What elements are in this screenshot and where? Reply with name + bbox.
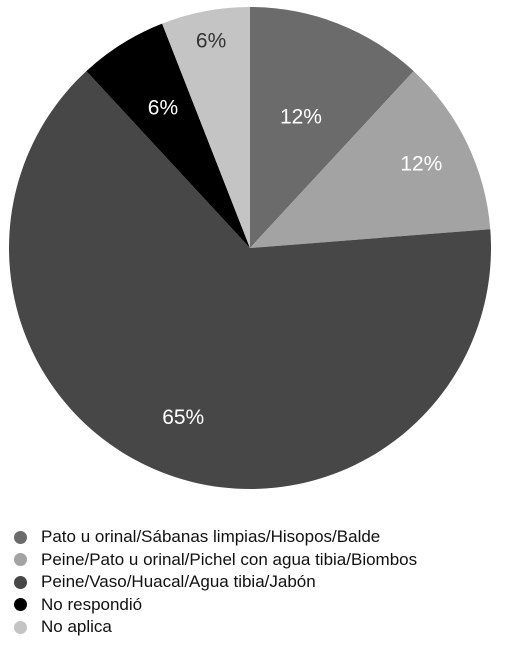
- pie-slice-1: [250, 7, 414, 248]
- pie-chart: 12% 12% 65% 6% 6%: [8, 7, 491, 490]
- legend-item-3: Peine/Vaso/Huacal/Agua tibia/Jabón: [14, 571, 519, 594]
- legend-swatch-2: [14, 553, 27, 567]
- slice-label-5: 6%: [196, 30, 226, 53]
- legend-label-3: Peine/Vaso/Huacal/Agua tibia/Jabón: [41, 572, 316, 592]
- pie-slice-4: [86, 23, 250, 248]
- pie-slice-2: [250, 71, 491, 249]
- legend-label-5: No aplica: [41, 617, 112, 637]
- slice-label-2: 12%: [400, 153, 442, 176]
- legend-label-2: Peine/Pato u orinal/Pichel con agua tibi…: [41, 549, 418, 569]
- slice-label-1: 12%: [280, 105, 322, 128]
- legend-swatch-1: [14, 530, 27, 544]
- slice-label-4: 6%: [148, 97, 178, 120]
- pie-slice-5: [162, 7, 250, 248]
- legend-item-4: No respondió: [14, 594, 519, 617]
- legend-item-5: No aplica: [14, 616, 519, 639]
- legend-swatch-5: [14, 620, 27, 634]
- legend-label-4: No respondió: [41, 594, 143, 614]
- legend-item-2: Peine/Pato u orinal/Pichel con agua tibi…: [14, 549, 519, 572]
- slice-label-3: 65%: [162, 406, 204, 429]
- legend: Pato u orinal/Sábanas limpias/Hisopos/Ba…: [14, 526, 519, 639]
- legend-swatch-3: [14, 575, 27, 589]
- legend-label-1: Pato u orinal/Sábanas limpias/Hisopos/Ba…: [41, 527, 381, 547]
- legend-item-1: Pato u orinal/Sábanas limpias/Hisopos/Ba…: [14, 526, 519, 549]
- pie-slice-3: [8, 71, 491, 490]
- legend-swatch-4: [14, 598, 27, 612]
